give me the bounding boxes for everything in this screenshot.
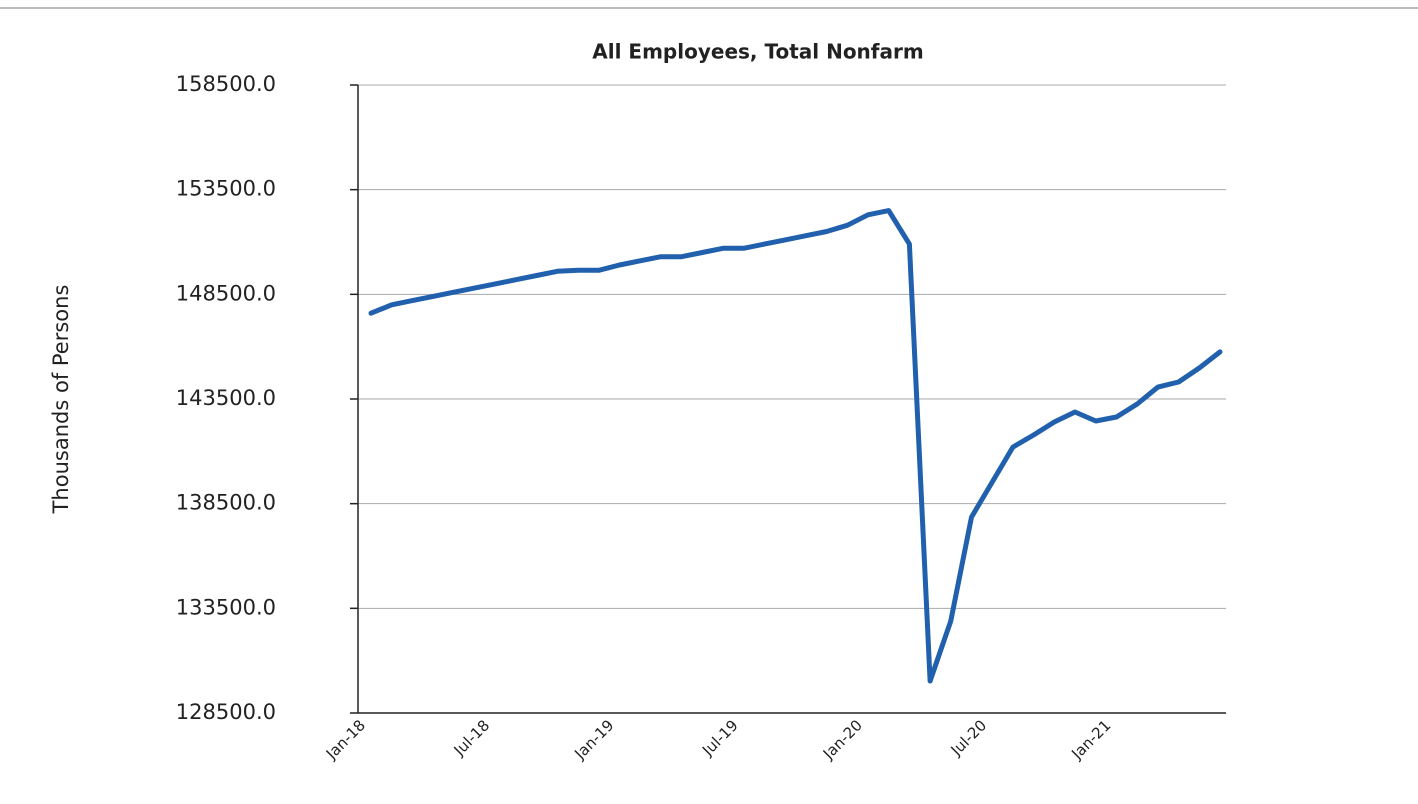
data-line bbox=[368, 208, 1223, 684]
chart-title: All Employees, Total Nonfarm bbox=[592, 40, 923, 64]
y-tick-label: 143500.0 bbox=[176, 386, 276, 410]
y-axis-label: Thousands of Persons bbox=[49, 285, 73, 515]
x-tick-label: Jul-20 bbox=[947, 716, 991, 760]
y-tick-label: 138500.0 bbox=[176, 491, 276, 515]
x-tick-label: Jan-18 bbox=[322, 716, 369, 763]
y-tick-label: 158500.0 bbox=[176, 72, 276, 96]
y-tick-label: 133500.0 bbox=[176, 595, 276, 619]
y-tick-label: 148500.0 bbox=[176, 281, 276, 305]
x-tick-label: Jul-19 bbox=[698, 716, 742, 760]
y-tick-label: 128500.0 bbox=[176, 700, 276, 724]
y-tick-label: 153500.0 bbox=[176, 177, 276, 201]
x-tick-label: Jan-20 bbox=[819, 716, 866, 763]
x-tick-label: Jan-19 bbox=[570, 716, 617, 763]
x-tick-label: Jan-21 bbox=[1067, 716, 1114, 763]
x-tick-label: Jul-18 bbox=[450, 716, 494, 760]
